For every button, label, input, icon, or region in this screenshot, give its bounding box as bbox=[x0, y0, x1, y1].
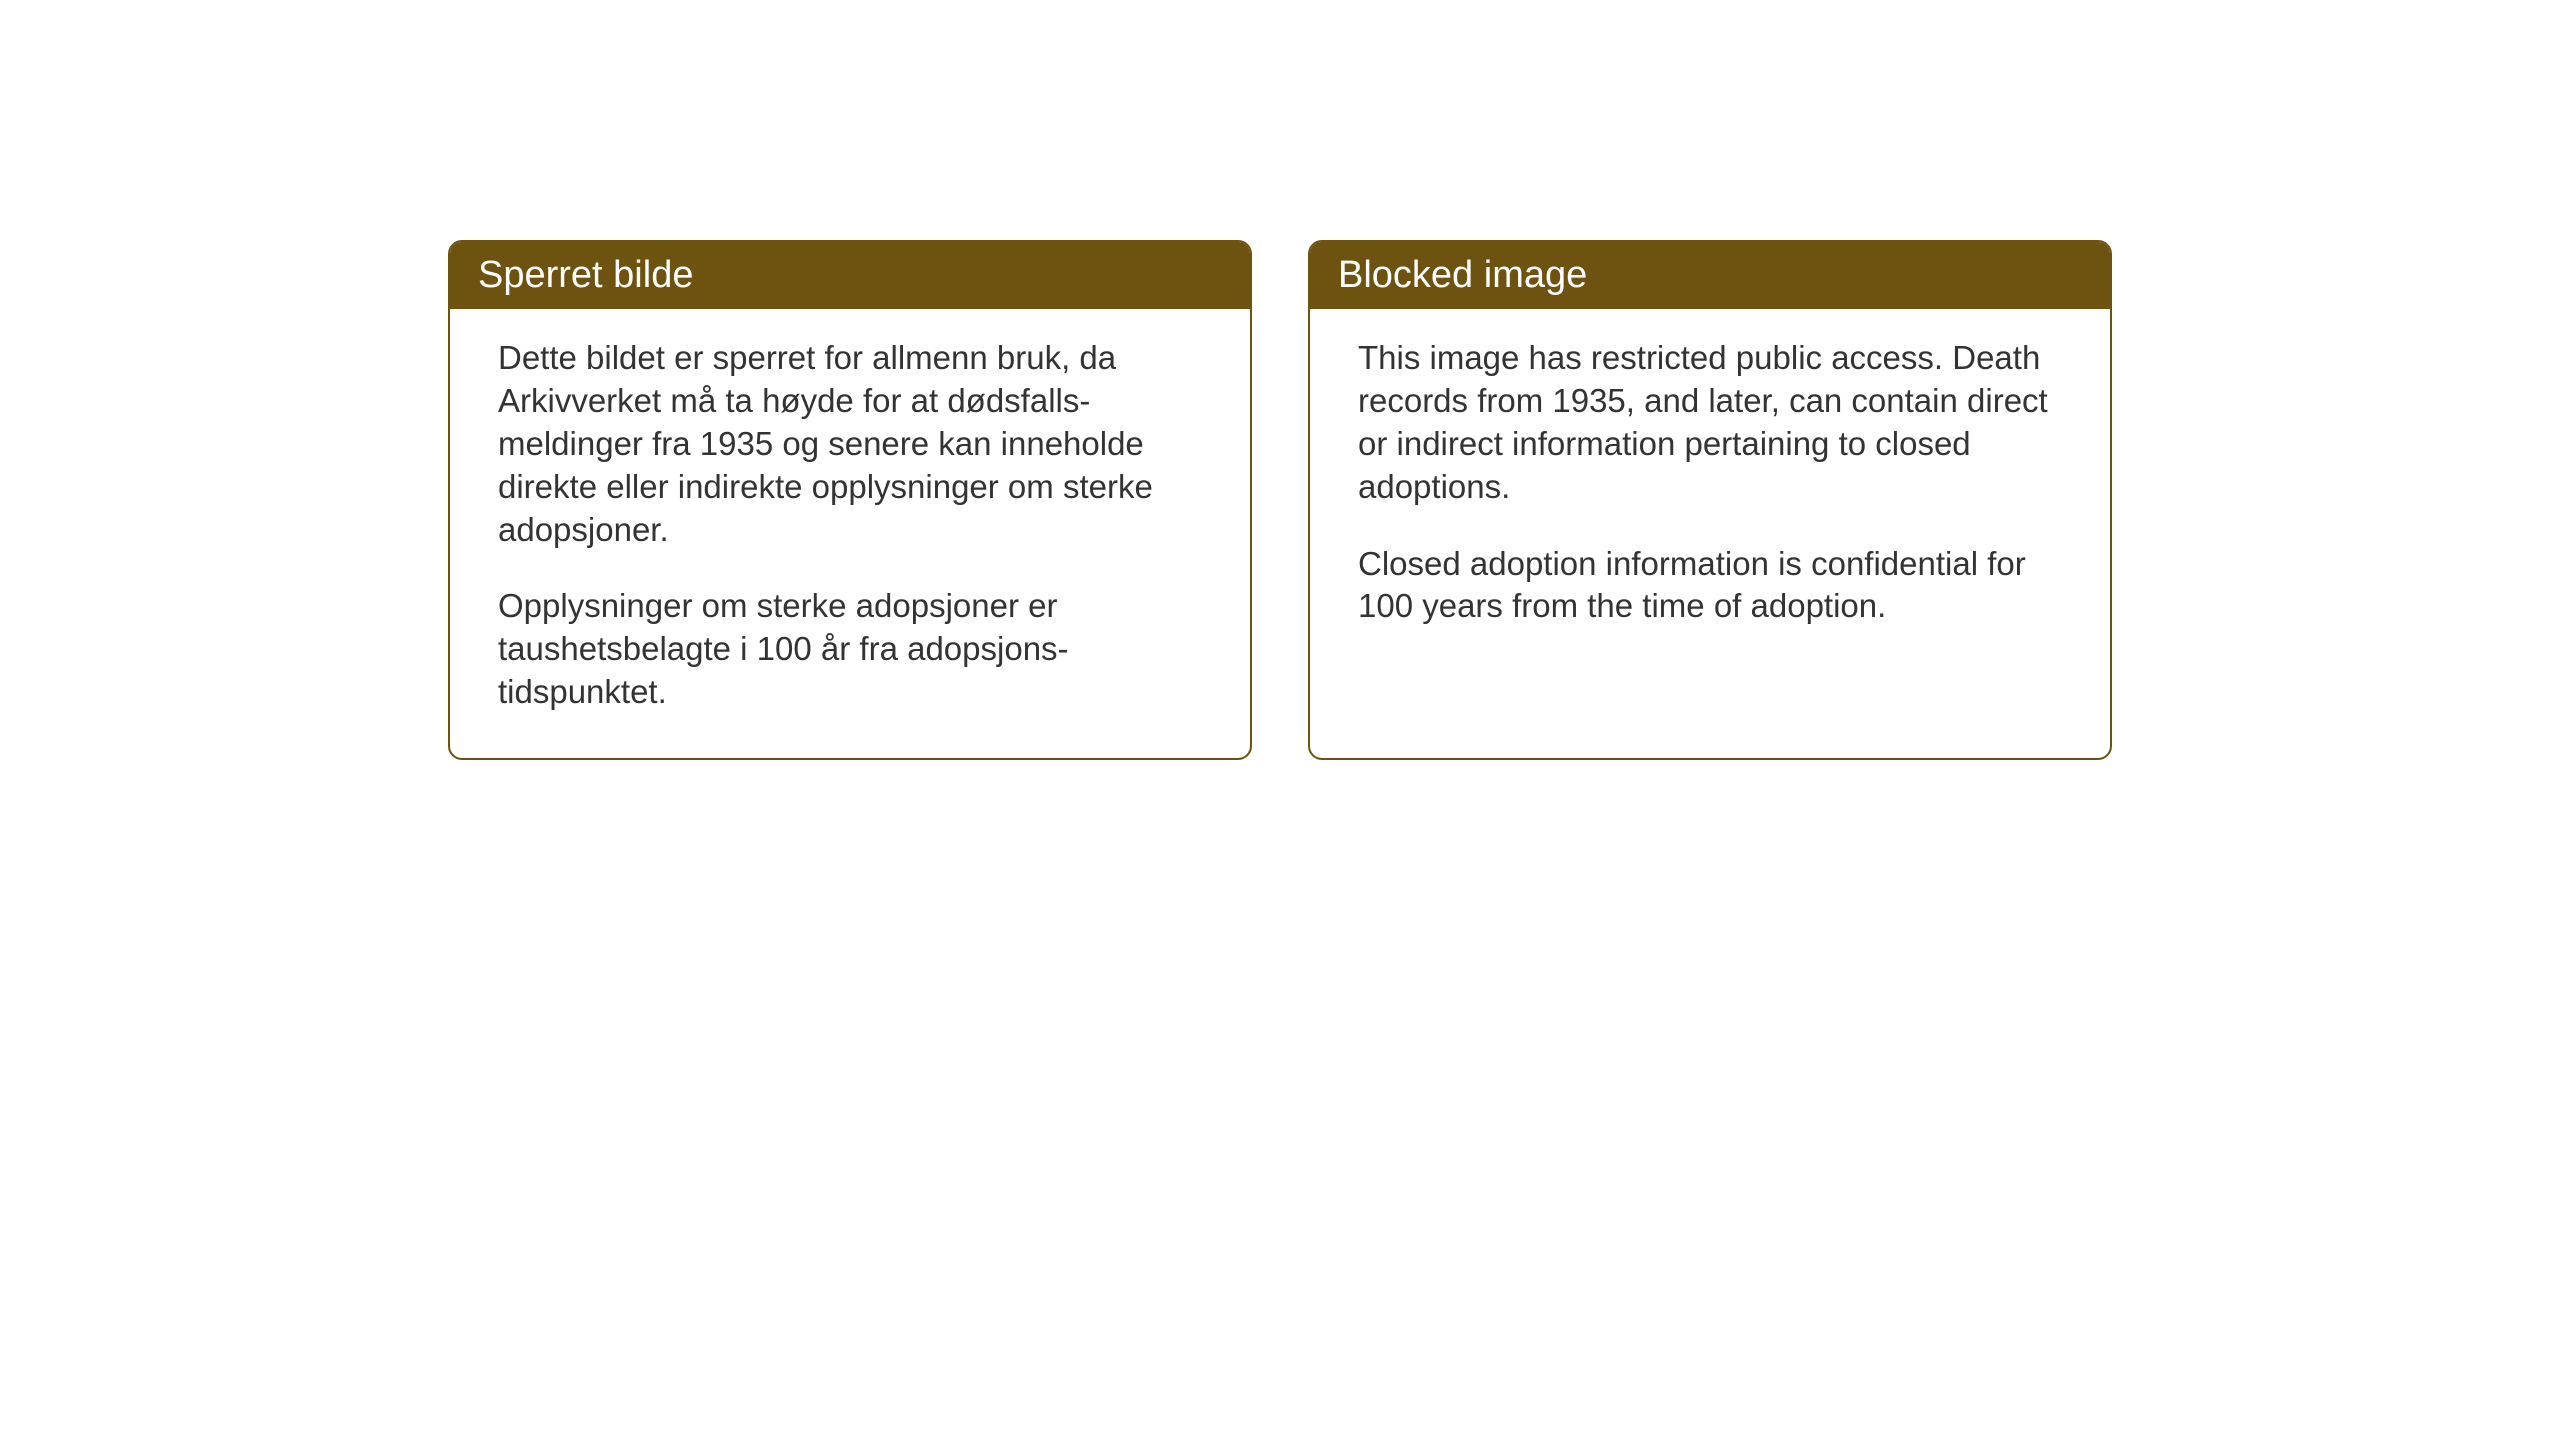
notice-card-english: Blocked image This image has restricted … bbox=[1308, 240, 2112, 760]
card-paragraph-english-2: Closed adoption information is confident… bbox=[1358, 543, 2062, 629]
notice-card-norwegian: Sperret bilde Dette bildet er sperret fo… bbox=[448, 240, 1252, 760]
notice-cards-container: Sperret bilde Dette bildet er sperret fo… bbox=[448, 240, 2112, 760]
card-header-english: Blocked image bbox=[1310, 242, 2110, 309]
card-paragraph-norwegian-2: Opplysninger om sterke adopsjoner er tau… bbox=[498, 585, 1202, 714]
card-paragraph-norwegian-1: Dette bildet er sperret for allmenn bruk… bbox=[498, 337, 1202, 551]
card-paragraph-english-1: This image has restricted public access.… bbox=[1358, 337, 2062, 509]
card-body-english: This image has restricted public access.… bbox=[1310, 309, 2110, 672]
card-header-norwegian: Sperret bilde bbox=[450, 242, 1250, 309]
card-body-norwegian: Dette bildet er sperret for allmenn bruk… bbox=[450, 309, 1250, 758]
card-title-norwegian: Sperret bilde bbox=[478, 254, 693, 296]
card-title-english: Blocked image bbox=[1338, 254, 1587, 296]
